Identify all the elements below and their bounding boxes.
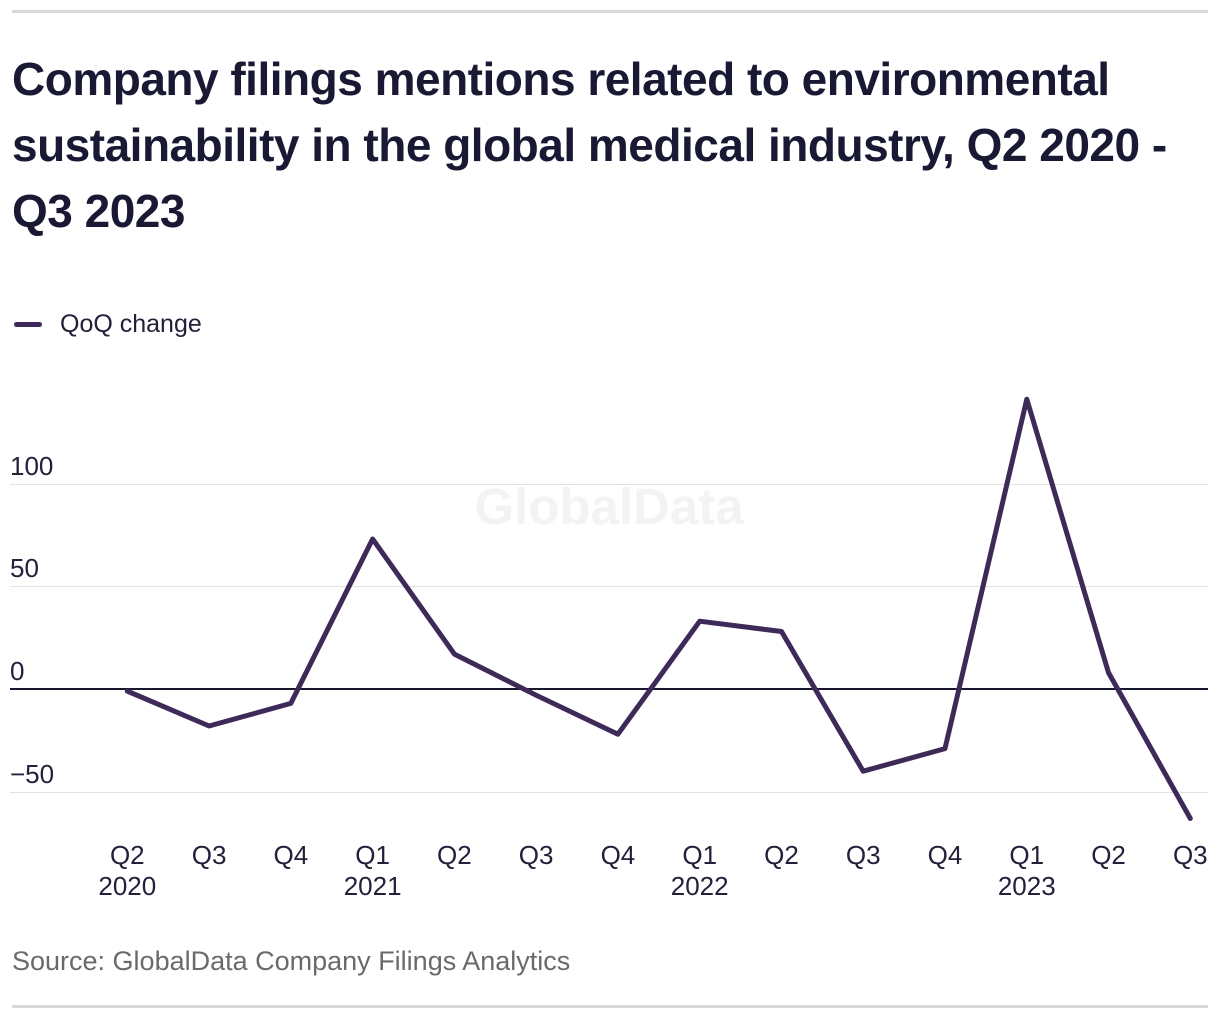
y-axis-tick-label: 100 (10, 450, 54, 481)
x-axis-year-label: 2020 (98, 871, 157, 901)
x-axis-tick-label: Q2 (109, 840, 145, 870)
x-axis-tick-label: Q4 (273, 840, 309, 870)
x-axis-tick-label: Q2 (764, 840, 799, 870)
x-axis-tick-label: Q3 (845, 840, 881, 870)
gridline-y-100 (10, 483, 1208, 485)
x-axis-tick-label: Q2 (1091, 840, 1126, 870)
top-divider (12, 10, 1208, 13)
gridline-y-50 (10, 586, 1208, 588)
x-axis-tick-label: Q4 (600, 840, 636, 870)
watermark-text: GlobalData (474, 478, 744, 535)
qoq-change-series-line (124, 396, 1193, 821)
y-axis-tick-label: 50 (10, 553, 39, 584)
source-note: Source: GlobalData Company Filings Analy… (12, 946, 571, 976)
y-axis-tick-label: −50 (10, 758, 55, 789)
x-axis-tick-label: Q3 (1172, 840, 1208, 870)
x-axis-tick-label: Q4 (927, 840, 963, 870)
zero-axis-line (10, 688, 1208, 690)
x-axis-tick-label: Q1 (1009, 840, 1045, 870)
legend-label: QoQ change (60, 310, 202, 338)
bottom-divider (12, 1005, 1208, 1008)
x-axis-tick-label: Q1 (682, 840, 718, 870)
y-axis-tick-label: 0 (10, 656, 25, 686)
x-axis-tick-label: Q1 (355, 840, 390, 870)
chart-title: Company filings mentions related to envi… (12, 53, 1167, 237)
x-axis-tick-label: Q3 (518, 840, 554, 870)
legend-line-swatch (14, 322, 42, 327)
x-axis-tick-label: Q2 (437, 840, 472, 870)
x-axis-year-label: 2022 (670, 871, 729, 901)
x-axis-year-label: 2021 (343, 871, 402, 901)
x-axis-tick-label: Q3 (191, 840, 227, 870)
gridline-y--50 (10, 791, 1208, 793)
x-axis-year-label: 2023 (997, 871, 1056, 901)
